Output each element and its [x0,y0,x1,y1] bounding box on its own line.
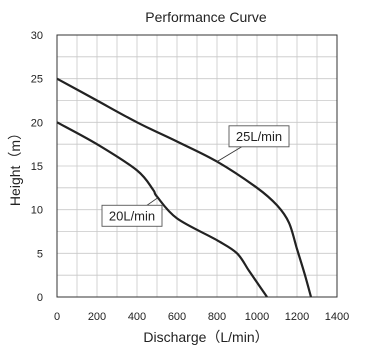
plot-frame [56,34,338,298]
annotation-label: 25L/min [236,129,282,144]
y-tick-labels: 0 5 10 15 20 25 30 [31,30,43,304]
x-tick-label: 600 [168,311,186,323]
x-axis-label: Discharge（L/min） [143,329,268,345]
annotation-callout: 25L/min [216,125,290,163]
y-axis-label: Height（m） [7,126,23,206]
y-tick-label: 20 [31,117,43,129]
chart-title: Performance Curve [145,9,267,25]
x-tick-label: 0 [54,311,60,323]
x-tick-label: 400 [128,311,146,323]
annotation-callout: 20L/min [101,197,163,227]
x-tick-label: 200 [88,311,106,323]
annotation-box [228,125,290,148]
y-tick-label: 0 [37,292,43,304]
x-tick-label: 1200 [285,311,309,323]
x-tick-label: 1000 [245,311,269,323]
series-group [56,77,313,298]
annotations: 25L/min 20L/min [101,125,290,227]
annotation-box [101,204,163,227]
grid [57,35,337,297]
series-line-25l-min [56,77,313,298]
x-tick-label: 1400 [325,311,349,323]
series-line-20l-min [56,121,268,298]
y-tick-label: 30 [31,30,43,42]
y-tick-label: 5 [37,248,43,260]
annotation-label: 20L/min [109,208,155,223]
y-tick-label: 15 [31,161,43,173]
x-tick-labels: 0 200 400 600 800 1000 1200 1400 [54,311,349,323]
y-tick-label: 10 [31,205,43,217]
x-tick-label: 800 [208,311,226,323]
y-tick-label: 25 [31,74,43,86]
